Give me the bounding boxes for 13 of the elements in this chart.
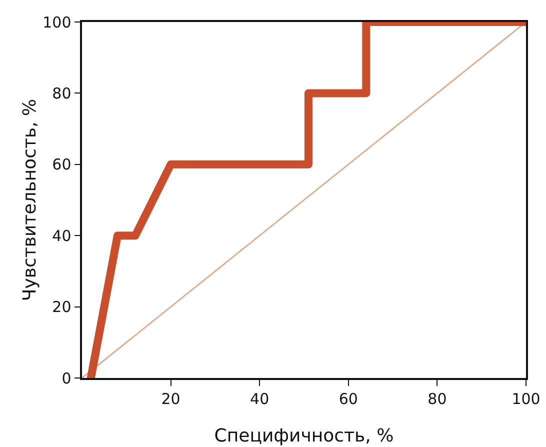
y-tick-label: 20 <box>52 298 72 316</box>
x-tick-label: 40 <box>250 390 270 408</box>
x-tick-label: 60 <box>338 390 358 408</box>
y-tick-label: 0 <box>62 369 72 388</box>
x-tick-label: 20 <box>161 390 180 408</box>
x-tick-label: 80 <box>428 390 447 408</box>
y-tick-label: 40 <box>52 226 72 245</box>
y-tick-label: 100 <box>42 13 72 32</box>
y-tick-label: 60 <box>52 156 72 174</box>
y-tick-label: 80 <box>52 84 72 102</box>
x-axis-title: Специфичность, % <box>214 425 394 446</box>
x-tick-label: 100 <box>512 390 540 408</box>
y-axis-title: Чувствительность, % <box>20 98 40 302</box>
